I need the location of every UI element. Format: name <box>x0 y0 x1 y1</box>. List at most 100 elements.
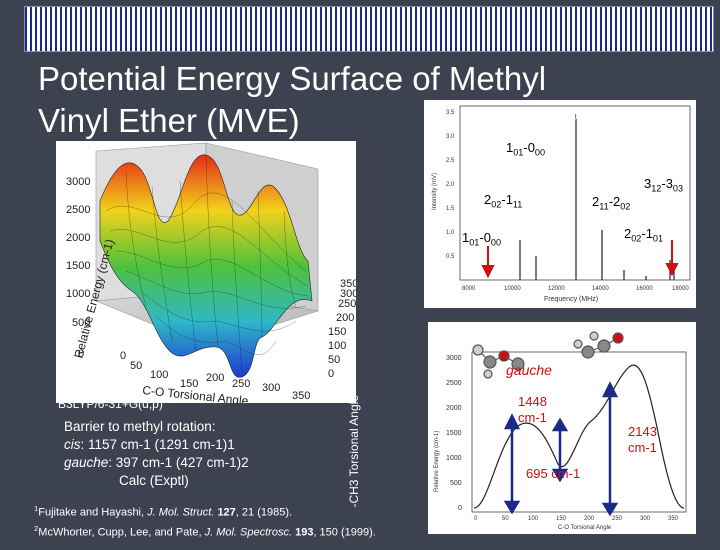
x-tick-label: 350 <box>292 390 310 402</box>
y-tick-label: 200 <box>336 312 354 324</box>
profile-y-tick: 3000 <box>446 355 462 362</box>
label-202-101: 202-101 <box>624 226 664 244</box>
reference-item: 1Fujitake and Hayashi, J. Mol. Struct. 1… <box>34 504 293 519</box>
profile-y-tick: 1500 <box>446 430 462 437</box>
spectrum-y-tick: 1.0 <box>446 230 455 236</box>
profile-x-tick: 250 <box>612 516 623 522</box>
profile-x-tick: 200 <box>584 516 595 522</box>
potential-surface-figure: 0 500 1000 1500 2000 2500 3000 Relative … <box>66 142 356 403</box>
z-tick-label: 1000 <box>66 288 90 300</box>
spectrum-x-axis-label: Frequency (MHz) <box>544 296 598 303</box>
barrier-cis-line: cis: 1157 cm-1 (1291 cm-1)1 <box>64 436 249 454</box>
transition-arrow-head <box>665 263 679 277</box>
spectrum-figure: 3.5 3.0 2.5 2.0 1.5 1.0 0.5 Intensity (m… <box>432 105 691 303</box>
spectrum-x-tick: 8000 <box>462 286 476 292</box>
profile-x-axis-label: C-O Torsional Angle <box>558 525 612 531</box>
spectrum-panel: 3.5 3.0 2.5 2.0 1.5 1.0 0.5 Intensity (m… <box>424 100 696 308</box>
spectrum-x-tick: 12000 <box>548 286 565 292</box>
spectrum-x-tick: 14000 <box>592 286 609 292</box>
profile-y-axis-label: Relative Energy (cm-1) <box>434 431 440 492</box>
energy-profile-panel: 3000 2500 2000 1500 1000 500 0 Relative … <box>428 322 696 534</box>
barrier-gauche-line: gauche: 397 cm-1 (427 cm-1)2 <box>64 454 249 472</box>
potential-surface-panel: 0 500 1000 1500 2000 2500 3000 Relative … <box>56 141 356 403</box>
x-tick-label: 50 <box>130 360 142 372</box>
title-line-2: Vinyl Ether (MVE) <box>38 102 300 139</box>
label-110-101: 110-101 <box>560 104 600 122</box>
barrier-cis-values: : 1157 cm-1 (1291 cm-1)1 <box>80 437 235 452</box>
x-tick-label: 250 <box>232 378 250 390</box>
y-tick-label: 250 <box>338 298 356 310</box>
reference-item: 2McWhorter, Cupp, Lee, and Pate, J. Mol.… <box>34 523 376 539</box>
label-312-303: 312-303 <box>644 176 684 194</box>
x-tick-label: 0 <box>120 350 126 362</box>
z-tick-label: 0 <box>78 348 84 360</box>
cis-molecule <box>573 331 624 359</box>
z-tick-label: 500 <box>72 317 90 329</box>
profile-plot-frame <box>471 351 687 513</box>
profile-x-tick: 350 <box>668 516 679 522</box>
y-axis-label: -CH3 Torsional Angle <box>347 395 361 508</box>
y-tick-label: 150 <box>328 326 346 338</box>
surface-mesh <box>105 156 309 372</box>
label-202-111: 202-111 <box>484 192 523 210</box>
slide-title: Potential Energy Surface of Methyl Vinyl… <box>38 58 638 142</box>
y-tick-label: 300 <box>340 288 356 300</box>
spectrum-x-tick: 10000 <box>504 286 521 292</box>
method-label: B3LYP/6-31+G(d,p) <box>58 397 163 411</box>
x-tick-label: 200 <box>206 372 224 384</box>
title-line-1: Potential Energy Surface of Methyl <box>38 60 547 97</box>
cis-label: cis <box>624 322 642 338</box>
energy-profile-figure: 3000 2500 2000 1500 1000 500 0 Relative … <box>434 331 687 531</box>
gauche-label: gauche <box>506 362 552 378</box>
gauche-molecule <box>472 344 525 379</box>
spectrum-x-tick: 18000 <box>672 286 689 292</box>
profile-y-tick: 2500 <box>446 380 462 387</box>
barrier-cis-label: cis <box>64 437 81 452</box>
label-211-202: 211-202 <box>592 194 631 212</box>
spectrum-plot-frame <box>459 105 691 281</box>
barrier-summary: Barrier to methyl rotation: cis: 1157 cm… <box>64 418 249 490</box>
references: 1Fujitake and Hayashi, J. Mol. Struct. 1… <box>34 501 376 540</box>
profile-y-tick: 1000 <box>446 455 462 462</box>
x-tick-label: 150 <box>180 378 198 390</box>
label-101-000-top: 101-000 <box>506 140 546 158</box>
barrier-gauche-label: gauche <box>64 455 109 470</box>
spectrum-y-tick: 1.5 <box>446 206 455 212</box>
x-tick-label: 300 <box>262 382 280 394</box>
profile-y-tick: 0 <box>458 505 462 512</box>
spectrum-y-tick: 3.5 <box>446 110 455 116</box>
x-tick-label: 100 <box>150 369 168 381</box>
spectrum-y-tick: 2.0 <box>446 182 455 188</box>
profile-x-tick: 300 <box>640 516 651 522</box>
barrier-footer: Calc (Exptl) <box>119 473 189 488</box>
barrier-1448-label: 1448 cm-1 <box>518 394 547 425</box>
profile-x-tick: 0 <box>474 516 478 522</box>
profile-x-tick: 150 <box>556 516 567 522</box>
spectrum-x-tick: 16000 <box>636 286 653 292</box>
profile-y-tick: 2000 <box>446 405 462 412</box>
spectrum-y-axis-label: Intensity (mV) <box>432 173 438 210</box>
spectrum-y-tick: 3.0 <box>446 134 455 140</box>
profile-x-tick: 50 <box>502 516 509 522</box>
energy-surface <box>99 154 313 378</box>
y-tick-label: 0 <box>328 368 334 380</box>
profile-x-tick: 100 <box>528 516 539 522</box>
y-tick-label: 350 <box>340 278 356 290</box>
transition-arrow-head <box>481 265 495 279</box>
ch3-torsion-label-wrap: -CH3 Torsional Angle <box>344 395 364 545</box>
z-tick-label: 2500 <box>66 204 90 216</box>
barrier-gauche-values: : 397 cm-1 (427 cm-1)2 <box>108 455 249 470</box>
y-tick-label: 100 <box>328 340 346 352</box>
label-101-000-left: 101-000 <box>462 230 502 248</box>
z-tick-label: 3000 <box>66 176 90 188</box>
spectrum-y-tick: 2.5 <box>446 158 455 164</box>
barrier-2143-label: 2143 cm-1 <box>628 424 657 455</box>
barrier-heading: Barrier to methyl rotation: <box>64 419 216 434</box>
profile-y-tick: 500 <box>450 480 462 487</box>
z-tick-label: 2000 <box>66 232 90 244</box>
barrier-695-label: 695 cm-1 <box>526 466 581 481</box>
z-tick-label: 1500 <box>66 260 90 272</box>
decorative-banner <box>24 6 714 52</box>
spectrum-y-tick: 0.5 <box>446 254 455 260</box>
y-tick-label: 50 <box>328 354 340 366</box>
